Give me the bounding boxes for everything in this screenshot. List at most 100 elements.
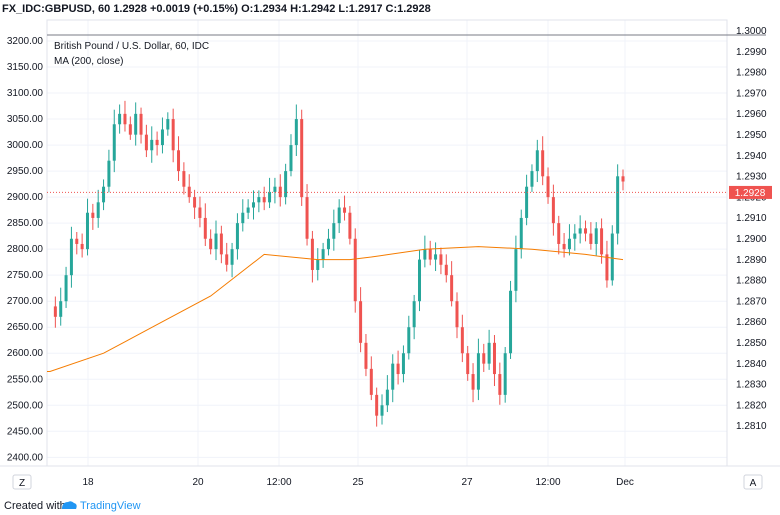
candle-body	[187, 186, 191, 198]
candle-body	[257, 197, 261, 203]
candle-body	[396, 363, 400, 375]
candle-body	[235, 223, 239, 250]
left-tick-label: 2400.00	[7, 452, 44, 463]
candle-body	[177, 150, 181, 172]
chart-title: British Pound / U.S. Dollar, 60, IDC	[54, 41, 209, 52]
candle-body	[380, 405, 384, 416]
candle-body	[535, 150, 539, 172]
candle-body	[75, 238, 79, 244]
candle-body	[530, 171, 534, 187]
right-tick-label: 1.2820	[736, 400, 767, 411]
candle-body	[230, 249, 234, 265]
left-tick-label: 2800.00	[7, 244, 44, 255]
candle-body	[198, 207, 202, 218]
candle-body	[316, 259, 320, 270]
right-tick-label: 1.2900	[736, 234, 767, 245]
price-chart[interactable]: 3200.00 3150.00 3100.00 3050.00 3000.00 2950.…	[0, 18, 780, 496]
price-change: +0.0019 (+0.15%)	[149, 3, 239, 15]
candle-body	[112, 124, 116, 161]
candle-body	[353, 238, 357, 302]
candle-body	[69, 238, 73, 276]
left-tick-label: 2600.00	[7, 348, 44, 359]
candle-body	[262, 197, 266, 203]
candle-body	[439, 254, 443, 265]
footer: Created with TradingView	[0, 496, 780, 515]
current-price-text: 1.2928	[735, 188, 766, 199]
candle-body	[225, 254, 229, 265]
candle-body	[348, 212, 352, 239]
time-axis[interactable]: 18 20 12:00 25 27 12:00 Dec	[82, 477, 633, 488]
candle-body	[471, 374, 475, 390]
candle-body	[91, 212, 95, 218]
candle-body	[385, 389, 389, 406]
candle-body	[209, 238, 213, 250]
candle-body	[567, 238, 571, 250]
time-tick-label: 18	[82, 477, 94, 488]
candle-body	[305, 197, 309, 239]
candle-body	[450, 275, 454, 302]
right-tick-label: 1.2870	[736, 296, 767, 307]
candle-body	[278, 186, 282, 198]
symbol-line: FX_IDC:GBPUSD, 60 1.2928 +0.0019 (+0.15%…	[2, 0, 431, 18]
right-tick-label: 1.2810	[736, 421, 767, 432]
left-tick-label: 3050.00	[7, 114, 44, 125]
candle-body	[300, 119, 304, 198]
candle-body	[80, 243, 84, 250]
left-scale-label: Z	[19, 478, 25, 489]
left-tick-label: 3100.00	[7, 88, 44, 99]
left-tick-label: 2650.00	[7, 322, 44, 333]
open-value: 1.2934	[253, 3, 288, 15]
ma-200-line	[47, 246, 624, 372]
candle-body	[584, 228, 588, 234]
candle-body	[241, 212, 245, 224]
candle-body	[326, 238, 330, 250]
candle-body	[492, 342, 496, 375]
candle-body	[444, 264, 448, 276]
candle-body	[284, 171, 288, 198]
candle-body	[289, 145, 293, 172]
candle-body	[219, 233, 223, 255]
left-scale-button[interactable]: Z	[12, 474, 32, 490]
candle-body	[600, 228, 604, 255]
symbol-name: FX_IDC:GBPUSD, 60	[2, 3, 111, 15]
left-tick-label: 2950.00	[7, 166, 44, 177]
candles	[53, 100, 625, 427]
candle-body	[59, 301, 63, 317]
symbol-header: FX_IDC:GBPUSD, 60 1.2928 +0.0019 (+0.15%…	[0, 0, 780, 18]
right-scale-label: A	[750, 478, 757, 489]
candle-body	[519, 217, 523, 250]
time-tick-label: Dec	[616, 477, 634, 488]
candle-body	[476, 353, 480, 390]
candle-body	[139, 113, 143, 135]
left-tick-label: 2750.00	[7, 270, 44, 281]
candle-body	[546, 176, 550, 198]
right-scale-button[interactable]: A	[743, 474, 763, 490]
left-price-axis[interactable]: 3200.00 3150.00 3100.00 3050.00 3000.00 2950.…	[7, 36, 44, 463]
candle-body	[391, 363, 395, 390]
candle-body	[166, 119, 170, 130]
candle-body	[214, 233, 218, 250]
right-tick-label: 1.2850	[736, 338, 767, 349]
right-price-axis[interactable]: 1.3000 1.2990 1.2980 1.2970 1.2960 1.2950 1.29…	[736, 26, 767, 432]
candle-body	[364, 342, 368, 369]
candle-body	[428, 249, 432, 260]
candle-body	[332, 223, 336, 239]
candle-body	[118, 113, 122, 125]
time-tick-label: 12:00	[266, 477, 291, 488]
candle-body	[134, 113, 138, 135]
candle-body	[423, 249, 427, 260]
right-tick-label: 1.2860	[736, 317, 767, 328]
right-tick-label: 1.2890	[736, 255, 767, 266]
candle-body	[498, 374, 502, 395]
tradingview-brand[interactable]: TradingView	[80, 500, 141, 512]
candle-body	[434, 254, 438, 260]
candle-body	[150, 139, 154, 151]
candle-body	[460, 327, 464, 354]
candle-body	[375, 394, 379, 416]
candle-body	[53, 306, 57, 317]
candle-body	[193, 197, 197, 208]
candle-body	[573, 233, 577, 239]
candle-body	[605, 254, 609, 281]
right-tick-label: 1.2980	[736, 68, 767, 79]
left-tick-label: 2500.00	[7, 400, 44, 411]
